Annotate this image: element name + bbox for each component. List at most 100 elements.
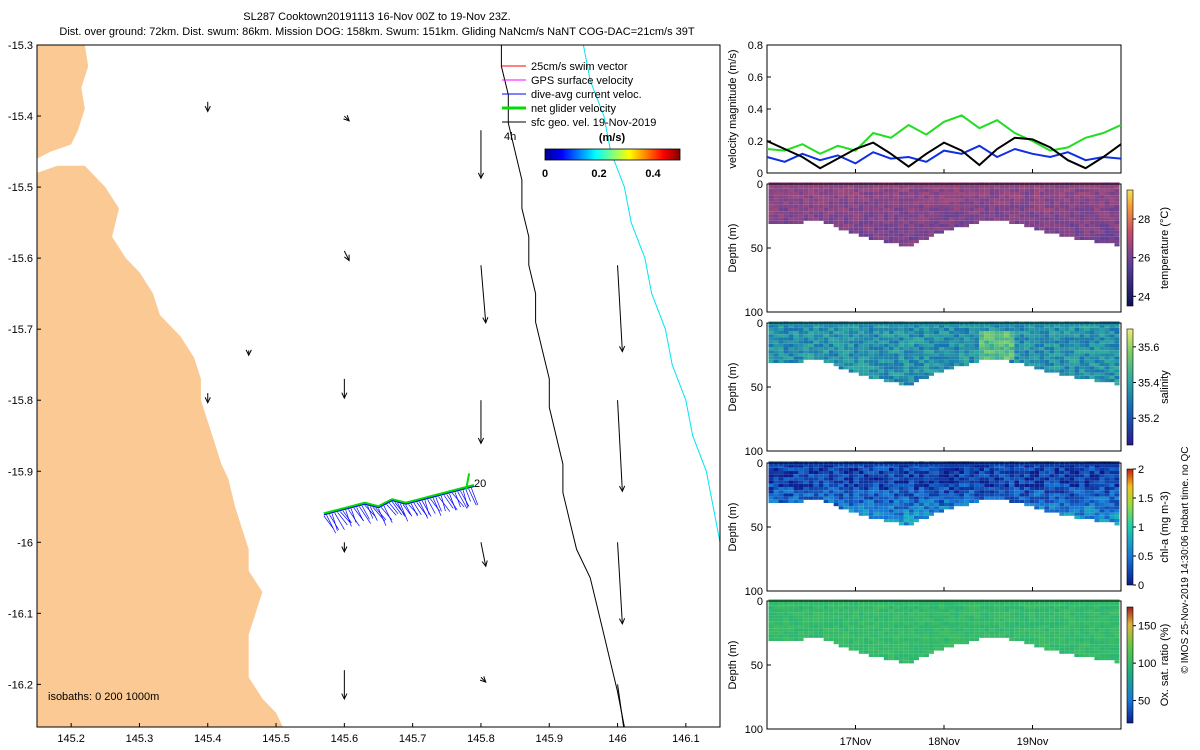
section-sample (823, 602, 829, 606)
section-sample (853, 331, 859, 335)
section-sample (863, 224, 869, 228)
section-sample (1059, 340, 1065, 344)
section-sample (848, 324, 854, 328)
section-sample (773, 615, 779, 619)
section-sample (868, 198, 874, 202)
section-sample (1024, 347, 1030, 351)
section-sample (908, 382, 914, 386)
section-sample (883, 217, 889, 221)
section-sample (1049, 483, 1055, 487)
section-sample (994, 340, 1000, 344)
section-sample (923, 477, 929, 481)
section-sample (903, 230, 909, 234)
section-sample (768, 477, 774, 481)
section-sample (938, 350, 944, 354)
section-sample (974, 496, 980, 500)
section-sample (888, 208, 894, 212)
section-sample (808, 331, 814, 335)
section-sample (1009, 615, 1015, 619)
section-sample (803, 618, 809, 622)
section-sample (848, 493, 854, 497)
section-sample (878, 369, 884, 373)
section-sample (994, 602, 1000, 606)
section-sample (1069, 220, 1075, 224)
section-sample (944, 217, 950, 221)
section-sample (954, 343, 960, 347)
section-sample (1024, 185, 1030, 189)
section-sample (883, 477, 889, 481)
section-sample (1084, 340, 1090, 344)
section-sample (949, 628, 955, 632)
section-sample (1084, 188, 1090, 192)
section-sample (788, 618, 794, 622)
section-sample (1049, 227, 1055, 231)
section-sample (868, 343, 874, 347)
section-sample (813, 487, 819, 491)
section-sample (883, 641, 889, 645)
section-sample (898, 382, 904, 386)
section-sample (1079, 195, 1085, 199)
section-sample (923, 647, 929, 651)
section-sample (853, 201, 859, 205)
section-sample (1004, 490, 1010, 494)
section-sample (883, 464, 889, 468)
section-sample (913, 372, 919, 376)
section-sample (923, 628, 929, 632)
section-sample (954, 477, 960, 481)
section-sample (878, 363, 884, 367)
section-sample (903, 650, 909, 654)
section-sample (1094, 650, 1100, 654)
section-sample (903, 327, 909, 331)
section-sample (848, 369, 854, 373)
section-sample (1024, 480, 1030, 484)
section-sample (773, 350, 779, 354)
section-sample (878, 214, 884, 218)
section-sample (883, 211, 889, 215)
section-sample (979, 201, 985, 205)
section-sample (873, 506, 879, 510)
dac-stick (361, 505, 370, 520)
section-sample (923, 621, 929, 625)
section-sample (868, 647, 874, 651)
section-sample (788, 467, 794, 471)
section-sample (1054, 637, 1060, 641)
section-sample (903, 490, 909, 494)
section-sample (1059, 464, 1065, 468)
section-sample (783, 471, 789, 475)
section-sample (928, 334, 934, 338)
section-sample (964, 618, 970, 622)
section-sample (773, 605, 779, 609)
section-sample (933, 499, 939, 503)
section-sample (1094, 230, 1100, 234)
section-sample (1044, 474, 1050, 478)
section-sample (933, 211, 939, 215)
section-sample (888, 224, 894, 228)
section-sample (994, 356, 1000, 360)
section-sample (833, 471, 839, 475)
section-sample (918, 204, 924, 208)
section-sample (783, 480, 789, 484)
section-sample (1069, 625, 1075, 629)
section-sample (974, 195, 980, 199)
section-sample (913, 214, 919, 218)
section-sample (1069, 480, 1075, 484)
section-sample (989, 605, 995, 609)
section-sample (1049, 496, 1055, 500)
section-sample (1094, 644, 1100, 648)
section-sample (1079, 477, 1085, 481)
section-sample (1039, 487, 1045, 491)
section-sample (949, 480, 955, 484)
section-sample (954, 324, 960, 328)
section-sample (918, 625, 924, 629)
section-sample (878, 372, 884, 376)
section-sample (979, 625, 985, 629)
section-sample (803, 192, 809, 196)
section-sample (1094, 605, 1100, 609)
section-sample (1024, 353, 1030, 357)
section-sample (959, 337, 965, 341)
map-ytick-label: -15.6 (8, 253, 33, 265)
section-sample (903, 214, 909, 218)
section-sample (1034, 201, 1040, 205)
section-sample (913, 625, 919, 629)
section-sample (808, 467, 814, 471)
